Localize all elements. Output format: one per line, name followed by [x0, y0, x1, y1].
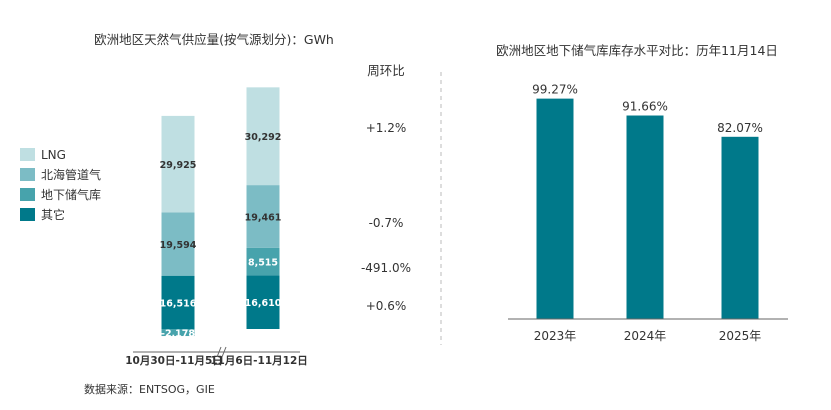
bar-segment	[246, 275, 280, 329]
wow-value: -0.7%	[369, 216, 404, 230]
storage-bar-chart: 99.27% 2023年 91.66% 2024年 82.07% 2025年	[508, 83, 788, 343]
legend-swatch	[20, 148, 35, 161]
bar-segment	[161, 329, 195, 337]
wow-value: +0.6%	[366, 299, 407, 313]
bar	[721, 136, 759, 319]
x-tick-label: 11月6日-11月12日	[210, 355, 308, 367]
wow-value: +1.2%	[366, 121, 407, 135]
bar-segment	[246, 87, 280, 186]
axis-break-mark	[221, 346, 227, 358]
bar	[626, 115, 664, 319]
legend-swatch	[20, 168, 35, 181]
wow-value: -491.0%	[361, 261, 411, 275]
data-label: 16,516	[160, 298, 197, 309]
x-tick-label: 2023年	[534, 329, 577, 343]
legend-swatch	[20, 208, 35, 221]
data-label: 99.27%	[532, 83, 578, 97]
data-label: 8,515	[248, 258, 278, 269]
legend-label: 其它	[41, 207, 65, 222]
left-chart-title: 欧洲地区天然气供应量(按气源划分)：GWh	[94, 32, 334, 47]
bar-segment	[161, 275, 195, 329]
data-source-note: 数据来源：ENTSOG，GIE	[84, 383, 215, 396]
legend-swatch	[20, 188, 35, 201]
data-label: 16,610	[245, 298, 282, 309]
data-label: 19,594	[160, 240, 197, 251]
bar	[536, 98, 574, 319]
x-tick-label: 10月30日-11月5日	[125, 355, 223, 367]
x-tick-label: 2024年	[624, 329, 667, 343]
legend-label: LNG	[41, 148, 66, 162]
data-label: 19,461	[245, 213, 282, 224]
data-label: -2,178	[161, 329, 195, 340]
bar-segment	[161, 212, 195, 276]
legend-label: 北海管道气	[41, 167, 101, 182]
bar-segment	[246, 247, 280, 276]
data-label: 91.66%	[622, 100, 668, 114]
right-chart-title: 欧洲地区地下储气库库存水平对比：历年11月14日	[496, 43, 778, 58]
legend-label: 地下储气库	[41, 187, 101, 202]
data-label: 82.07%	[717, 121, 763, 135]
data-label: 29,925	[160, 160, 197, 171]
stacked-bar-chart: 16,516 -2,178 19,594 29,925 10月30日-11月5日 16,6…	[20, 87, 411, 367]
data-label: 30,292	[245, 132, 282, 143]
bar-segment	[161, 115, 195, 213]
x-tick-label: 2025年	[719, 329, 762, 343]
axis-break-mark	[216, 346, 222, 358]
wow-title: 周环比	[367, 63, 405, 78]
bar-segment	[246, 185, 280, 248]
